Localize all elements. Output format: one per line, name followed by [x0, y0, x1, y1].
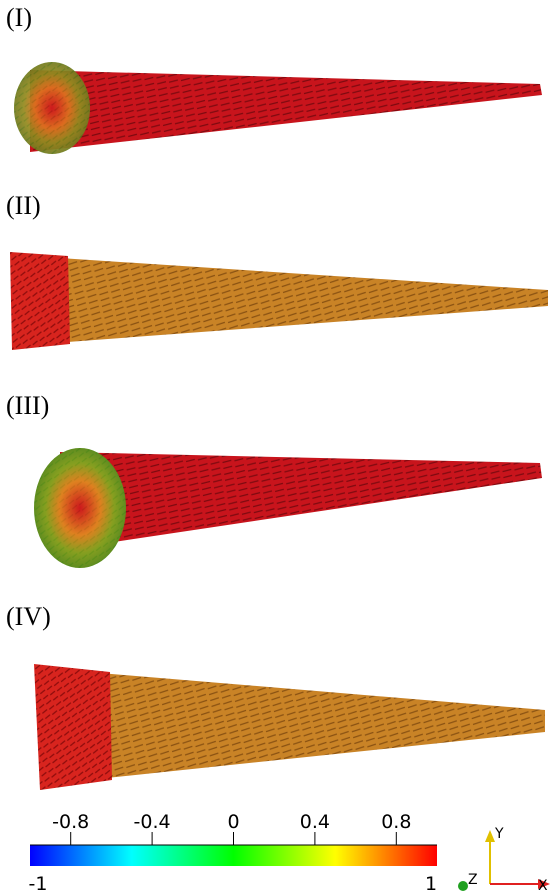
axis-label: Z [468, 872, 478, 888]
panel: (I) [6, 3, 542, 154]
axis-label: X [538, 878, 548, 894]
z-axis-marker [458, 881, 468, 891]
tick-label: -0.4 [134, 811, 171, 833]
tick-label: 0.8 [381, 811, 411, 833]
cone [30, 70, 542, 152]
figure: (I) (II) (III) (IV) -0.8 -0.4 0 0.4 0.8 -1 1 Y… [0, 0, 553, 894]
tick-label: 0 [227, 811, 239, 833]
colorbar-gradient [30, 845, 437, 866]
panel: (II) [6, 191, 548, 350]
range-label: -1 [29, 873, 48, 894]
cone-cap [34, 664, 112, 790]
cone [40, 668, 545, 785]
panel-label: (III) [6, 391, 49, 420]
cone [14, 255, 548, 346]
panel: (IV) [6, 602, 545, 790]
axes-triad: Y Z X [458, 826, 550, 894]
cone [60, 452, 542, 550]
y-arrowhead [485, 830, 495, 842]
panel-label: (I) [6, 3, 32, 32]
tick-label: 0.4 [300, 811, 330, 833]
colorbar: -0.8 -0.4 0 0.4 0.8 -1 1 [29, 811, 438, 894]
cone-cap [10, 252, 70, 350]
panel-label: (II) [6, 191, 41, 220]
cone-cap-texture [14, 62, 90, 154]
tick-label: -0.8 [52, 811, 89, 833]
range-label: 1 [425, 873, 437, 894]
cone-cap-texture [34, 448, 126, 568]
axis-label: Y [494, 826, 504, 842]
panel: (III) [6, 391, 542, 568]
panel-label: (IV) [6, 602, 51, 631]
